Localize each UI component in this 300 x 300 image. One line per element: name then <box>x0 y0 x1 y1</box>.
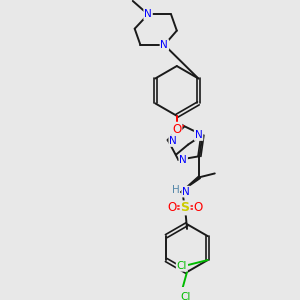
Polygon shape <box>180 176 200 193</box>
Text: S: S <box>181 201 190 214</box>
Text: Cl: Cl <box>180 292 190 300</box>
Text: N: N <box>144 9 152 20</box>
Text: Cl: Cl <box>177 261 187 271</box>
Text: O: O <box>172 123 182 136</box>
Text: N: N <box>195 130 203 140</box>
Text: N: N <box>160 40 168 50</box>
Text: H: H <box>172 185 179 195</box>
Text: N: N <box>182 187 190 196</box>
Text: N: N <box>169 136 177 146</box>
Text: O: O <box>194 201 203 214</box>
Text: O: O <box>167 201 176 214</box>
Text: N: N <box>179 155 187 165</box>
